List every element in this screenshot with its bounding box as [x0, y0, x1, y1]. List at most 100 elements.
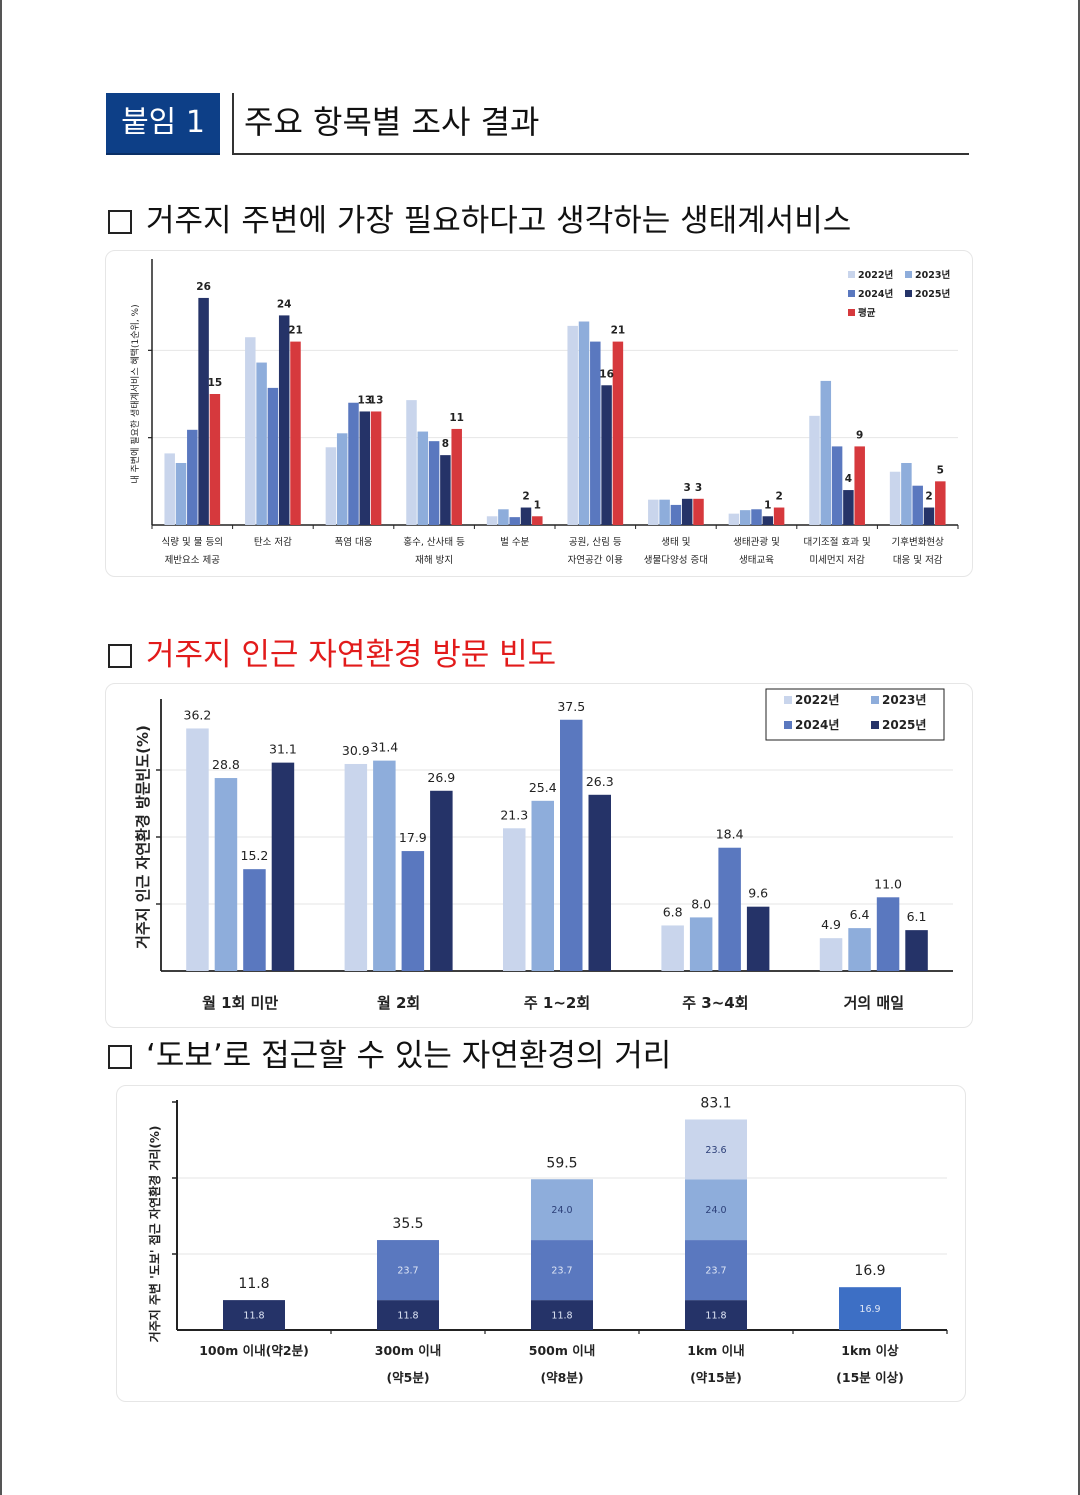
x-tick-label: 기후변화현상	[891, 537, 944, 548]
bar-2022년-0	[164, 453, 175, 525]
x-tick-label: 재해 방지	[415, 554, 453, 566]
stack-segment-1km 이내-3	[685, 1119, 747, 1180]
bar-2023년-1	[373, 760, 396, 971]
bar-2023년-1	[256, 362, 267, 525]
x-tick-label: 홍수, 산사태 등	[403, 536, 465, 548]
data-label: 4	[845, 473, 852, 485]
x-tick-label: 폭염 대응	[335, 537, 373, 548]
y-axis-label: 거주지 인근 자연환경 방문빈도(%)	[134, 725, 152, 949]
legend-swatch	[848, 290, 855, 297]
x-tick-label: 300m 이내	[375, 1343, 441, 1358]
bar-2023년-6	[659, 499, 670, 525]
bar-2023년-3	[417, 431, 429, 525]
section-title-text: ‘도보’로 접근할 수 있는 자연환경의 거리	[146, 1038, 672, 1074]
legend-swatch	[784, 696, 792, 704]
data-label: 6.8	[663, 904, 683, 919]
x-tick-label: (약8분)	[540, 1370, 583, 1385]
bar-2025년-7	[762, 516, 774, 525]
y-axis-label: 거주지 주변 '도보' 접근 자연환경 거리(%)	[147, 1126, 162, 1343]
legend-label: 2024년	[795, 718, 839, 732]
bar-평균-2	[370, 411, 382, 525]
data-label: 8	[442, 438, 449, 450]
stack-segment-100m 이내-0	[223, 1300, 285, 1330]
appendix-tag: 붙임 1	[106, 93, 220, 155]
bar-평균-9	[935, 481, 946, 525]
bar-2024년-8	[831, 446, 843, 525]
x-tick-label: 500m 이내	[529, 1343, 595, 1358]
page-border-left	[0, 0, 2, 1495]
bar-2022년-9	[889, 471, 901, 525]
bar-2025년-2	[588, 794, 611, 971]
data-label: 25.4	[529, 780, 557, 795]
bar-2023년-2	[336, 433, 348, 525]
data-label: 9	[856, 429, 863, 441]
bar-2022년-2	[503, 828, 526, 971]
segment-label: 11.8	[705, 1311, 726, 1322]
data-label: 26	[196, 281, 211, 293]
bar-2023년-9	[901, 462, 912, 525]
legend-swatch	[905, 290, 912, 297]
bar-2025년-8	[843, 490, 854, 525]
bar-2024년-1	[401, 851, 425, 971]
chart-panel-walking-distance: 11.8 11.8 100m 이내(약2분) 11.8 23.7 35.5 300m 이내 (…	[116, 1085, 966, 1402]
data-label: 1	[764, 499, 771, 511]
bar-2024년-4	[876, 897, 900, 971]
bar-2022년-5	[567, 325, 578, 525]
bar-2022년-4	[486, 516, 498, 525]
data-label: 17.9	[399, 830, 427, 845]
x-tick-label: 미세먼지 저감	[809, 554, 865, 566]
section-title-text: 거주지 주변에 가장 필요하다고 생각하는 생태계서비스	[146, 203, 852, 239]
segment-label: 11.8	[243, 1311, 264, 1322]
x-tick-label: 공원, 산림 등	[569, 536, 622, 548]
data-label: 26.3	[586, 774, 614, 789]
legend-swatch	[848, 309, 855, 316]
checkbox-icon	[108, 1045, 132, 1069]
bar-2022년-1	[245, 337, 256, 525]
segment-label: 23.7	[705, 1266, 726, 1277]
bar-2023년-5	[578, 321, 590, 525]
stack-segment-500m 이내-2	[531, 1179, 593, 1241]
legend-label: 2023년	[882, 693, 926, 707]
legend-swatch	[871, 721, 879, 729]
bar-2024년-2	[348, 402, 359, 525]
bar-2022년-8	[809, 415, 820, 525]
x-tick-label: 자연공간 이용	[568, 555, 624, 566]
bar-2022년-3	[406, 400, 417, 525]
bar-2024년-4	[509, 517, 520, 525]
data-label: 37.5	[557, 699, 585, 714]
bar-2023년-4	[498, 509, 509, 525]
x-tick-label: 대응 및 저감	[893, 554, 943, 566]
stack-segment-300m 이내-3	[685, 1240, 747, 1301]
legend-label: 2025년	[882, 718, 926, 732]
bar-2025년-9	[923, 507, 935, 525]
legend-swatch	[905, 271, 912, 278]
legend-box	[765, 688, 945, 741]
legend-swatch	[784, 721, 792, 729]
segment-label: 23.6	[705, 1145, 726, 1156]
section-title-text: 거주지 인근 자연환경 방문 빈도	[146, 637, 557, 673]
bar-2025년-0	[198, 297, 209, 525]
bar-2022년-2	[325, 447, 337, 525]
data-label: 30.9	[342, 743, 370, 758]
bar-2024년-2	[560, 719, 583, 971]
checkbox-icon	[108, 210, 132, 234]
segment-label: 23.7	[397, 1266, 418, 1277]
chart-panel-visit-frequency: 36.2 30.9 21.3 6.8 4.9 28.8 31.4 25.4 8.0 6.4 15.2…	[105, 683, 973, 1028]
data-label: 11	[449, 412, 464, 424]
x-tick-label: (약15분)	[690, 1370, 742, 1385]
bar-평균-7	[773, 507, 785, 525]
data-label: 36.2	[184, 707, 212, 722]
x-tick-label: 1km 이내	[687, 1343, 744, 1358]
bar-2025년-3	[440, 455, 451, 525]
data-label: 18.4	[716, 827, 744, 842]
legend-label: 2025년	[915, 288, 950, 300]
x-tick-label: (15분 이상)	[836, 1370, 904, 1385]
data-label: 2	[522, 491, 529, 503]
y-axis-label: 내 주변에 필요한 생태계서비스 혜택(1순위, %)	[129, 304, 141, 483]
legend-label: 평균	[858, 307, 876, 319]
x-tick-label: 100m 이내(약2분)	[199, 1343, 309, 1358]
bar-2022년-0	[186, 728, 209, 971]
bar-2025년-1	[278, 315, 290, 525]
chart-walking-distance: 11.8 11.8 100m 이내(약2분) 11.8 23.7 35.5 300m 이내 (…	[147, 1095, 948, 1385]
legend-swatch	[848, 271, 855, 278]
